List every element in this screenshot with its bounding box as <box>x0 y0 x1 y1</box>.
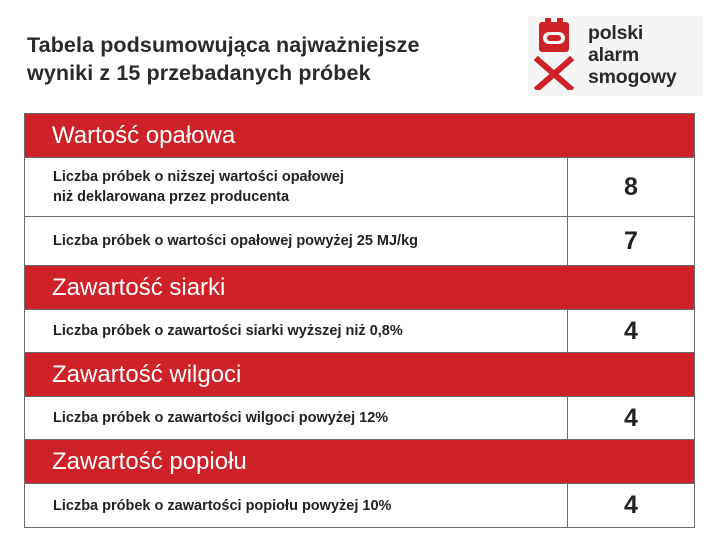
smog-alarm-logo-icon <box>533 18 575 90</box>
title-line-1: Tabela podsumowująca najważniejsze <box>27 33 420 57</box>
row-label: Liczba próbek o zawartości wilgoci powyż… <box>25 397 568 439</box>
row-label-line-1: Liczba próbek o niższej wartości opałowe… <box>53 169 344 185</box>
table-row: Liczba próbek o zawartości popiołu powyż… <box>25 484 694 527</box>
row-label-line-1: Liczba próbek o wartości opałowej powyże… <box>53 233 419 249</box>
section-heading-ash: Zawartość popiołu <box>25 440 694 484</box>
logo-wordmark: polski alarm smogowy <box>588 22 677 88</box>
logo-word-1: polski <box>588 22 644 44</box>
row-label-line-1: Liczba próbek o zawartości popiołu powyż… <box>53 497 392 514</box>
logo-word-3: smogowy <box>588 66 677 88</box>
table-row: Liczba próbek o zawartości wilgoci powyż… <box>25 397 694 440</box>
polski-alarm-smogowy-logo: polski alarm smogowy <box>528 16 703 96</box>
page-title: Tabela podsumowująca najważniejsze wynik… <box>27 31 420 87</box>
table-row: Liczba próbek o niższej wartości opałowe… <box>25 158 694 217</box>
table-row: Liczba próbek o zawartości siarki wyższe… <box>25 310 694 353</box>
table-row: Liczba próbek o wartości opałowej powyże… <box>25 217 694 266</box>
row-value: 4 <box>624 316 638 345</box>
section-heading-moisture: Zawartość wilgoci <box>25 353 694 397</box>
row-value: 7 <box>624 226 638 255</box>
section-heading-sulfur: Zawartość siarki <box>25 266 694 310</box>
row-label-line-1: Liczba próbek o zawartości wilgoci powyż… <box>53 410 389 426</box>
row-label-line-2: niż deklarowana przez producenta <box>53 189 290 205</box>
row-label: Liczba próbek o zawartości popiołu powyż… <box>25 484 568 527</box>
row-label-line-1: Liczba próbek o zawartości siarki wyższe… <box>53 323 403 339</box>
section-heading-calorific-value: Wartość opałowa <box>25 114 694 158</box>
title-line-2: wyniki z 15 przebadanych próbek <box>27 61 371 85</box>
logo-word-2: alarm <box>588 44 640 66</box>
row-label: Liczba próbek o zawartości siarki wyższe… <box>25 310 568 352</box>
row-value: 4 <box>624 491 638 519</box>
summary-table: Wartość opałowa Liczba próbek o niższej … <box>24 113 695 528</box>
row-label: Liczba próbek o niższej wartości opałowe… <box>25 158 568 216</box>
row-label: Liczba próbek o wartości opałowej powyże… <box>25 217 568 265</box>
row-value: 8 <box>624 172 638 201</box>
row-value: 4 <box>624 403 638 432</box>
